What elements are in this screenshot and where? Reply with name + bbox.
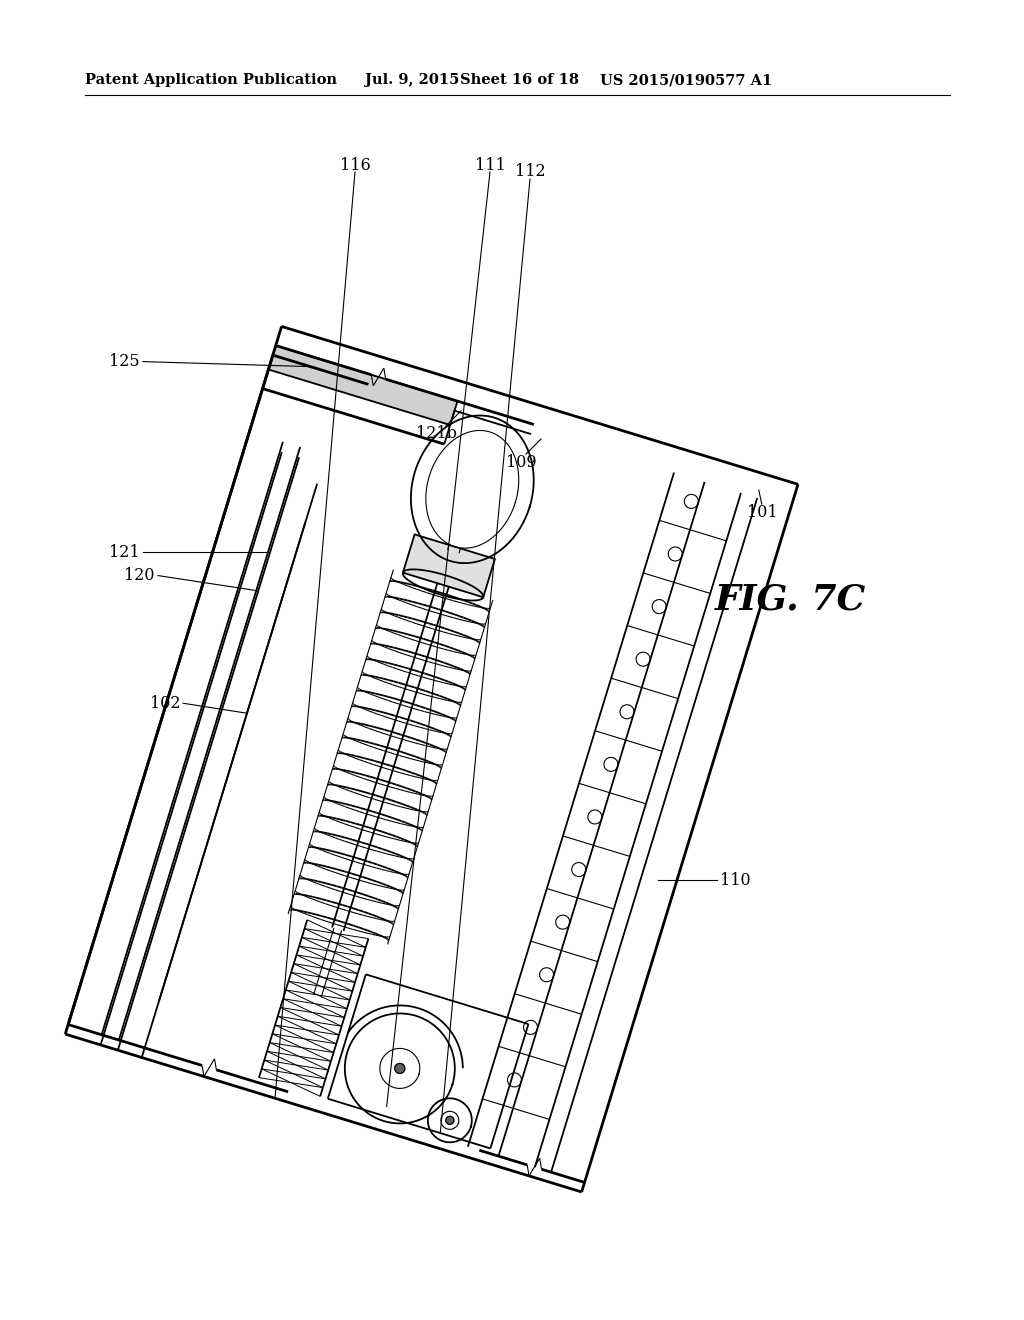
- Text: Jul. 9, 2015: Jul. 9, 2015: [365, 73, 460, 87]
- Text: 121b: 121b: [416, 425, 457, 442]
- Polygon shape: [395, 1064, 404, 1073]
- Text: 109: 109: [506, 454, 537, 470]
- Text: 120: 120: [125, 568, 155, 583]
- Text: 102: 102: [150, 694, 180, 711]
- Text: FIG. 7C: FIG. 7C: [715, 583, 865, 616]
- Text: Patent Application Publication: Patent Application Publication: [85, 73, 337, 87]
- Text: 111: 111: [475, 157, 506, 173]
- Polygon shape: [445, 1117, 454, 1125]
- Text: 110: 110: [720, 871, 751, 888]
- Text: US 2015/0190577 A1: US 2015/0190577 A1: [600, 73, 772, 87]
- Text: Sheet 16 of 18: Sheet 16 of 18: [460, 73, 579, 87]
- Polygon shape: [402, 535, 495, 597]
- Text: 116: 116: [340, 157, 371, 173]
- Text: 121: 121: [110, 544, 140, 561]
- Text: 101: 101: [746, 504, 777, 520]
- Polygon shape: [268, 346, 458, 425]
- Text: 112: 112: [515, 164, 546, 181]
- Text: 125: 125: [110, 354, 140, 370]
